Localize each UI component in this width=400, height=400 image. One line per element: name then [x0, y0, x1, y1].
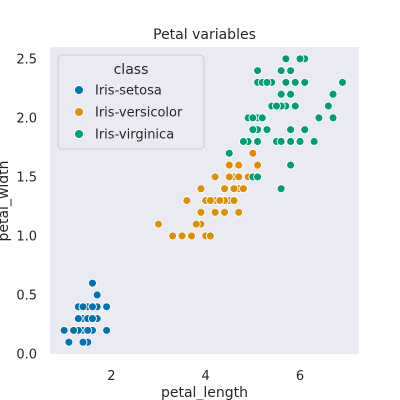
data-point: [295, 54, 305, 64]
data-point: [253, 66, 263, 76]
data-point: [205, 196, 215, 205]
data-point: [224, 160, 234, 170]
data-point: [328, 89, 338, 99]
data-point: [224, 148, 234, 158]
data-point: [88, 278, 97, 288]
data-point: [168, 231, 178, 241]
x-axis-label: petal_length: [161, 385, 248, 400]
data-point: [205, 231, 215, 241]
data-point: [286, 125, 296, 135]
data-point: [290, 101, 300, 111]
data-point: [276, 89, 286, 99]
data-point: [257, 113, 267, 123]
data-point: [210, 172, 220, 182]
y-tick-label: 0.5: [16, 288, 37, 303]
data-point: [253, 137, 263, 146]
data-point: [224, 172, 234, 182]
data-point: [271, 101, 281, 111]
data-point: [177, 231, 187, 241]
data-point: [300, 125, 310, 135]
legend: class Iris-setosa Iris-versicolor Iris-vir…: [57, 54, 205, 150]
data-point: [314, 113, 324, 123]
data-point: [220, 184, 230, 194]
data-point: [64, 337, 74, 347]
data-point: [276, 184, 286, 194]
legend-label: Iris-setosa: [95, 84, 162, 99]
chart-title: Petal variables: [153, 27, 256, 43]
data-point: [102, 302, 112, 312]
legend-box: [57, 54, 205, 150]
data-point: [248, 148, 258, 158]
data-point: [309, 137, 319, 146]
legend-label: Iris-versicolor: [95, 106, 183, 121]
ticks-layer: 2 4 6 0.0 0.5 1.0 1.5 2.0 2.5: [16, 52, 304, 384]
legend-title: class: [114, 62, 149, 78]
data-point: [229, 184, 239, 194]
y-tick-label: 0.0: [16, 348, 37, 363]
data-point: [220, 207, 230, 217]
data-point: [323, 101, 333, 111]
data-point: [276, 137, 286, 146]
data-point: [69, 325, 79, 335]
x-tick-label: 6: [296, 369, 304, 384]
data-point: [234, 172, 244, 182]
data-point: [262, 125, 272, 135]
data-point: [102, 325, 112, 335]
data-point: [154, 219, 163, 229]
y-tick-label: 2.5: [16, 52, 37, 67]
data-point: [286, 160, 296, 170]
y-axis-label: petal_width: [0, 160, 12, 241]
data-point: [286, 137, 296, 146]
data-point: [83, 325, 93, 335]
points-layer: [59, 54, 347, 347]
y-tick-label: 2.0: [16, 111, 37, 126]
data-point: [210, 207, 220, 217]
legend-marker: [74, 107, 84, 117]
data-point: [253, 172, 263, 182]
data-point: [248, 125, 258, 135]
data-point: [88, 314, 97, 324]
data-point: [281, 77, 291, 87]
data-point: [187, 231, 196, 241]
legend-marker: [74, 85, 84, 95]
x-tick-label: 4: [202, 369, 210, 384]
legend-marker: [74, 129, 84, 139]
data-point: [182, 196, 192, 205]
data-point: [78, 337, 88, 347]
y-tick-label: 1.5: [16, 170, 37, 185]
data-point: [300, 77, 310, 87]
data-point: [328, 113, 338, 123]
data-point: [238, 184, 248, 194]
data-point: [229, 196, 239, 205]
data-point: [191, 219, 201, 229]
data-point: [234, 207, 244, 217]
x-tick-label: 2: [107, 369, 115, 384]
data-point: [248, 113, 258, 123]
data-point: [196, 184, 206, 194]
data-point: [338, 77, 347, 87]
data-point: [234, 160, 244, 170]
data-point: [286, 89, 296, 99]
data-point: [215, 196, 225, 205]
legend-entries: Iris-setosa Iris-versicolor Iris-virginica: [74, 84, 183, 143]
data-point: [276, 66, 286, 76]
data-point: [78, 302, 88, 312]
data-point: [92, 290, 102, 300]
y-tick-label: 1.0: [16, 229, 37, 244]
data-point: [281, 54, 291, 64]
data-point: [295, 137, 305, 146]
data-point: [290, 77, 300, 87]
data-point: [262, 77, 272, 87]
legend-label: Iris-virginica: [95, 128, 174, 143]
data-point: [253, 160, 263, 170]
data-point: [88, 302, 97, 312]
data-point: [73, 314, 83, 324]
data-point: [59, 325, 69, 335]
data-point: [286, 66, 296, 76]
data-point: [196, 207, 206, 217]
data-point: [238, 137, 248, 146]
